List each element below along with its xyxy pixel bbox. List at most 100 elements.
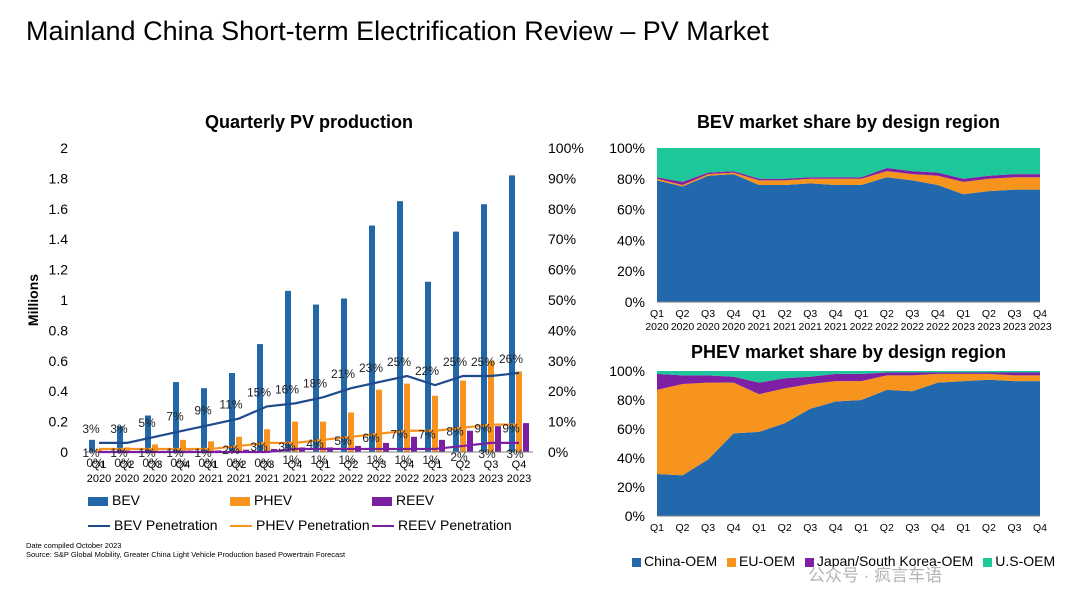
x-tick-year: 2022 [339, 473, 363, 485]
x-tick-year: 2022 [311, 473, 335, 485]
x-tick-quarter: Q3 [1007, 522, 1021, 534]
y2-tick-label: 20% [548, 383, 576, 399]
legend-phev-pen: PHEV Penetration [230, 517, 370, 533]
reev-bar [523, 423, 529, 452]
bev-bar [89, 439, 95, 452]
x-tick-year: 2020 [722, 321, 746, 333]
x-tick-quarter: Q4 [176, 459, 191, 471]
x-tick-quarter: Q2 [676, 308, 690, 320]
x-tick-year: 2022 [875, 321, 899, 333]
page-title: Mainland China Short-term Electrificatio… [26, 16, 769, 46]
reev-penetration-line [99, 441, 519, 454]
x-tick-year: 2023 [1028, 321, 1052, 333]
reev-bar [467, 430, 473, 452]
production-chart: Quarterly PV production Millions 0 0.2 0.4 0.… [25, 112, 584, 485]
legend-reev-pen: REEV Penetration [372, 517, 512, 533]
y-axis-label: Millions [25, 274, 41, 326]
phev-penetration-label: 1% [166, 446, 184, 460]
chart-title: PHEV market share by design region [691, 342, 1006, 362]
phev-bar [376, 389, 382, 452]
x-tick-year: 2020 [87, 473, 111, 485]
x-tick-year: 2021 [799, 321, 823, 333]
x-tick-quarter: Q3 [803, 522, 817, 534]
y2-tick-label: 80% [548, 201, 576, 217]
legend-jpsk-oem-label: Japan/South Korea-OEM [816, 553, 974, 569]
bev-penetration-label: 15% [247, 385, 271, 399]
bev-bar [229, 372, 235, 452]
bev-swatch [88, 496, 108, 506]
bev-penetration-label: 25% [387, 355, 411, 369]
x-tick-year: 2021 [227, 473, 251, 485]
y-tick-label: 20% [617, 479, 645, 495]
phev-bar [320, 421, 326, 452]
x-tick-quarter: Q3 [484, 459, 499, 471]
x-tick-quarter: Q1 [650, 308, 664, 320]
legend-eu-oem-label: EU-OEM [739, 553, 796, 569]
phev-penetration-label: 9% [474, 422, 492, 436]
x-tick-quarter: Q2 [982, 308, 996, 320]
x-tick-quarter: Q4 [829, 522, 843, 534]
phev-bar [460, 380, 466, 452]
phev-penetration-label: 3% [278, 440, 296, 454]
x-tick-year: 2021 [747, 321, 771, 333]
reev-penetration-label: 1% [366, 453, 384, 467]
bev-penetration-label: 11% [219, 398, 242, 412]
legend-us-oem-label: U.S-OEM [995, 553, 1056, 569]
eu-oem-area [657, 373, 1040, 476]
y-tick-label: 2 [60, 140, 68, 156]
x-tick-quarter: Q4 [829, 308, 843, 320]
x-tick-year: 2021 [199, 473, 223, 485]
reev-penetration-label: 3% [506, 447, 524, 461]
x-tick-quarter: Q2 [982, 522, 996, 534]
footnote-date: Date compiled October 2023 [26, 541, 122, 550]
x-tick-year: 2020 [115, 473, 139, 485]
x-tick-quarter: Q1 [956, 522, 970, 534]
reev-pen-swatch [372, 525, 394, 528]
x-tick-year: 2023 [507, 473, 531, 485]
x-tick-year: 2021 [283, 473, 307, 485]
phev-bar [292, 421, 298, 452]
x-tick-year: 2020 [696, 321, 720, 333]
x-tick-year: 2020 [171, 473, 195, 485]
x-tick-quarter: Q1 [854, 522, 868, 534]
y-tick-label: 0.2 [49, 414, 69, 430]
bev-penetration-label: 22% [415, 364, 439, 378]
phev-penetration-label: 5% [334, 434, 352, 448]
x-tick-quarter: Q4 [727, 308, 741, 320]
jpsk-oem-swatch [804, 557, 814, 567]
reev-bar [243, 449, 249, 452]
bev-penetration-label: 25% [443, 355, 467, 369]
chart-title: Quarterly PV production [205, 112, 413, 132]
reev-penetration-label: 0% [142, 456, 160, 470]
bev-penetration-label: 3% [82, 422, 100, 436]
x-tick-year: 2022 [926, 321, 950, 333]
china-oem-area [657, 379, 1040, 516]
y2-tick-label: 90% [548, 170, 576, 186]
bev-bar [397, 201, 403, 452]
bev-penetration-label: 23% [359, 361, 383, 375]
phev-penetration-label: 6% [362, 431, 380, 445]
reev-penetration-label: 0% [198, 456, 216, 470]
x-tick-quarter: Q1 [752, 308, 766, 320]
bev-penetration-label: 3% [110, 422, 128, 436]
us-oem-area [657, 148, 1040, 182]
y-tick-label: 1.4 [49, 231, 69, 247]
y-tick-label: 0% [625, 508, 645, 524]
phev-penetration-label: 8% [446, 425, 464, 439]
y2-tick-label: 0% [548, 444, 568, 460]
x-tick-quarter: Q4 [727, 522, 741, 534]
reev-penetration-label: 0% [254, 456, 272, 470]
share-legend: China-OEM EU-OEM Japan/South Korea-OEM U… [632, 553, 1061, 569]
x-tick-year: 2020 [671, 321, 695, 333]
y-tick-label: 0 [60, 444, 68, 460]
legend-china-oem: China-OEM [632, 553, 717, 569]
x-tick-quarter: Q3 [701, 522, 715, 534]
x-tick-quarter: Q3 [803, 308, 817, 320]
x-tick-year: 2022 [901, 321, 925, 333]
phev-bar [96, 448, 102, 452]
reev-penetration-label: 0% [170, 456, 188, 470]
bev-bar [425, 281, 431, 452]
phev-penetration-label: 7% [390, 428, 408, 442]
bev-share-chart: BEV market share by design region 0% 20% 40… [609, 112, 1052, 333]
x-tick-year: 2020 [143, 473, 167, 485]
